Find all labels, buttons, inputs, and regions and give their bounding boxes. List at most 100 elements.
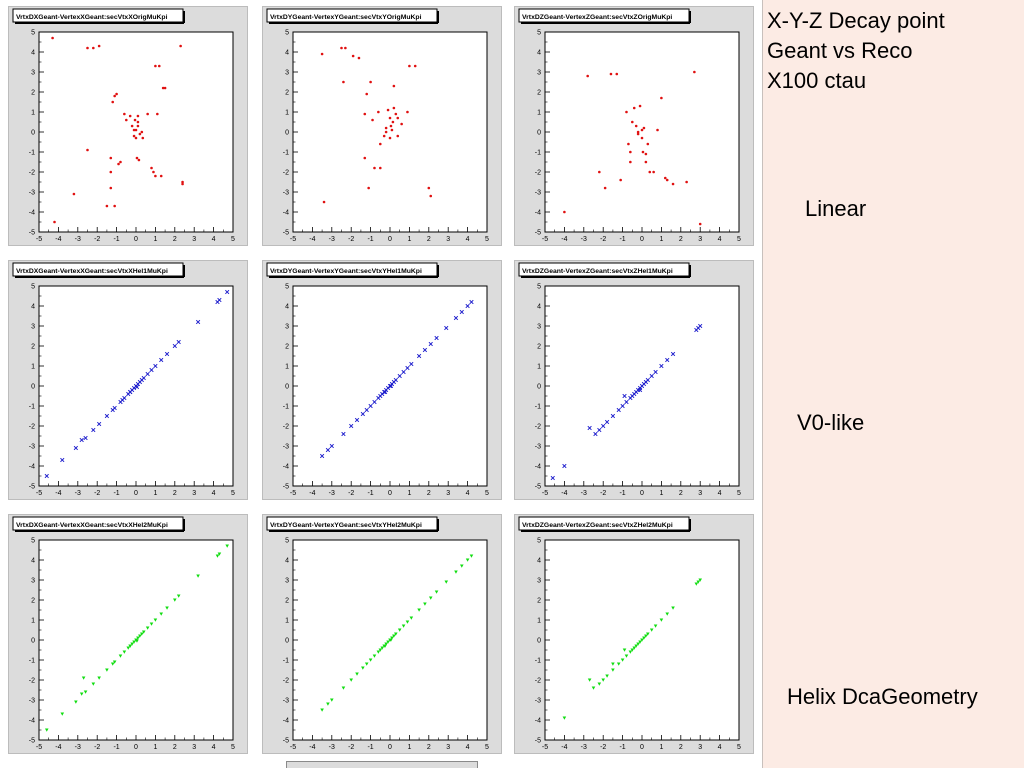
y-tick-label: -1 [29,150,35,157]
data-point [409,361,414,367]
data-point [628,650,633,654]
x-tick-label: 2 [679,490,683,497]
data-point [636,642,640,646]
y-tick-label: 0 [537,638,541,645]
x-tick-label: -4 [309,490,315,497]
data-point [138,132,142,136]
data-point [149,622,154,626]
data-point [79,692,84,696]
y-tick-label: -4 [535,464,541,471]
data-point [128,114,132,118]
y-tick-label: -4 [283,718,289,725]
y-tick-label: 0 [537,130,541,137]
data-point [653,624,658,628]
x-tick-label: -2 [600,236,606,243]
y-tick-label: -2 [535,170,541,177]
data-point [81,676,86,680]
y-tick-label: -2 [29,678,35,685]
data-point [394,632,398,636]
data-point [159,357,164,363]
y-tick-label: -1 [535,404,541,411]
data-point [125,118,128,122]
data-point [413,64,417,68]
data-point [368,403,373,409]
data-point [660,96,663,100]
data-point [636,130,640,134]
data-point [44,728,49,732]
data-point [620,658,625,662]
data-point [389,124,393,128]
y-tick-label: -4 [535,718,541,725]
data-point [593,431,598,437]
data-point [176,339,181,345]
data-point [642,636,646,640]
data-point [349,423,354,429]
data-point [611,662,615,666]
scatter-pad: VrtxDZGeant-VertexZGeant:secVtxZOrigMuKp… [514,6,754,246]
x-tick-label: 1 [153,744,157,751]
data-point [104,413,110,419]
x-tick-label: 2 [173,236,177,243]
x-tick-label: -3 [75,744,81,751]
plot-frame [544,31,740,233]
data-point [126,646,131,650]
x-tick-label: 3 [192,236,196,243]
x-tick-label: 5 [485,490,489,497]
y-tick-label: 0 [285,384,289,391]
x-tick-label: 4 [212,744,216,751]
x-tick-label: -5 [542,744,548,751]
data-point [141,136,145,140]
y-tick-label: 5 [31,538,35,545]
x-tick-label: 3 [698,744,702,751]
x-tick-label: 1 [407,490,411,497]
data-point [388,116,392,120]
y-tick-label: 1 [537,364,541,371]
x-tick-label: -1 [113,744,119,751]
x-tick-label: -3 [329,236,335,243]
y-tick-label: 4 [31,558,35,565]
x-tick-label: -2 [94,490,100,497]
data-point [401,624,406,628]
y-tick-label: -2 [535,424,541,431]
data-point [598,170,601,174]
data-point [587,425,592,431]
y-tick-label: 0 [31,638,35,645]
x-tick-label: -2 [348,236,354,243]
y-tick-label: 1 [285,618,289,625]
x-tick-label: 2 [679,744,683,751]
y-tick-label: -3 [29,444,35,451]
x-tick-label: -1 [367,490,373,497]
data-point [400,122,403,126]
data-point [634,124,638,128]
x-tick-label: 1 [407,744,411,751]
y-tick-label: -3 [535,444,541,451]
data-point [562,716,567,720]
data-point [79,437,84,443]
data-point [118,654,123,658]
data-point [109,156,113,160]
slide-title-line-1: X-Y-Z Decay point [767,8,945,33]
data-point [384,126,388,130]
data-point [587,678,592,682]
x-tick-label: 4 [466,490,470,497]
y-tick-label: -1 [29,658,35,665]
data-point [616,407,621,413]
data-point [130,642,134,646]
data-point [145,626,150,630]
x-tick-label: 3 [446,236,450,243]
data-point [417,608,421,612]
y-tick-label: 0 [537,384,541,391]
data-point [145,371,150,377]
data-point [665,178,669,182]
data-point [644,634,648,638]
y-tick-label: 1 [285,364,289,371]
data-point [360,411,365,417]
y-tick-label: 4 [31,50,35,57]
data-point [465,558,470,562]
data-point [429,194,433,198]
data-point [113,94,116,98]
data-point [173,598,177,602]
data-point [140,130,144,134]
slide-title-line-3: X100 ctau [767,68,867,93]
data-point [181,182,184,186]
